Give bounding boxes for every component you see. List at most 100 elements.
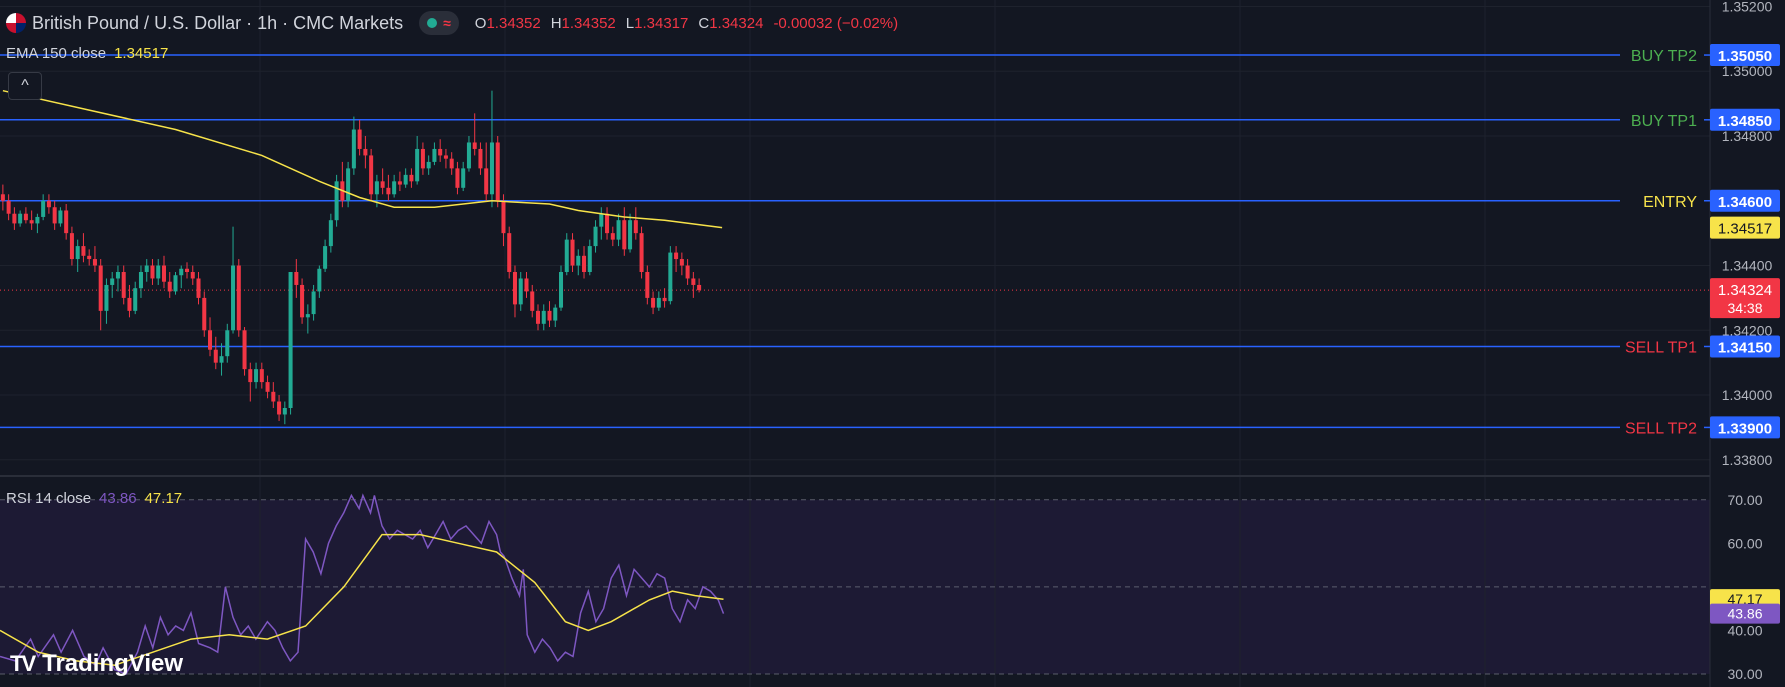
candle-body bbox=[438, 148, 443, 156]
level-label: ENTRY bbox=[1643, 194, 1697, 211]
trade-levels: BUY TP2 BUY TP1 ENTRY SELL TP1 SELL TP2 bbox=[0, 48, 1710, 437]
candle-body bbox=[208, 330, 213, 350]
candle-body bbox=[685, 265, 690, 279]
candle-body bbox=[282, 408, 287, 415]
price-tick-label: 1.34200 bbox=[1722, 322, 1773, 338]
candle-body bbox=[242, 330, 247, 370]
ohlc-open: O1.34352 bbox=[474, 14, 541, 32]
price-change: -0.00032 (−0.02%) bbox=[773, 14, 899, 32]
candle-body bbox=[605, 213, 610, 234]
level-value-tag bbox=[1710, 108, 1780, 131]
price-tick-label: 1.33800 bbox=[1722, 452, 1773, 468]
candle-body bbox=[305, 314, 310, 318]
candle-body bbox=[277, 401, 282, 415]
rsi-ma-legend-value: 47.17 bbox=[144, 490, 183, 507]
candle-body bbox=[455, 168, 460, 188]
flag-icon bbox=[6, 13, 26, 33]
candle-body bbox=[697, 284, 702, 291]
candle-body bbox=[46, 200, 51, 208]
current-price-text: 1.34324 bbox=[1718, 282, 1772, 299]
candlesticks bbox=[0, 90, 702, 425]
candle-body bbox=[334, 181, 339, 221]
rsi-tick-label: 30.00 bbox=[1727, 666, 1762, 682]
candle-body bbox=[645, 272, 650, 298]
candle-body bbox=[593, 226, 598, 247]
candle-body bbox=[236, 265, 241, 331]
candle-body bbox=[248, 369, 253, 383]
candle-body bbox=[662, 297, 667, 302]
tradingview-logo-text: TradingView bbox=[42, 650, 184, 677]
level-value-tag bbox=[1710, 189, 1780, 212]
level-value-tag bbox=[1710, 335, 1780, 358]
bar-countdown-text: 34:38 bbox=[1727, 300, 1762, 316]
level-value-text: 1.34850 bbox=[1718, 113, 1772, 130]
candle-body bbox=[397, 181, 402, 185]
ema-legend-value: 1.34517 bbox=[114, 45, 169, 62]
ohlc-close: C1.34324 bbox=[698, 14, 764, 32]
candle-body bbox=[351, 129, 356, 169]
ema-legend[interactable]: EMA 150 close 1.34517 bbox=[6, 45, 168, 62]
rsi-tick-label: 40.00 bbox=[1727, 622, 1762, 638]
current-price-tag bbox=[1710, 278, 1780, 319]
ohlc-values: O1.34352 H1.34352 L1.34317 C1.34324 -0.0… bbox=[475, 15, 898, 32]
candle-body bbox=[518, 278, 523, 305]
candle-body bbox=[472, 142, 477, 149]
candle-body bbox=[656, 297, 661, 308]
candle-body bbox=[0, 194, 5, 201]
candle-body bbox=[138, 272, 143, 289]
price-tick-label: 1.35200 bbox=[1722, 0, 1773, 14]
candle-body bbox=[225, 330, 230, 357]
ohlc-low: L1.34317 bbox=[625, 14, 689, 32]
candle-body bbox=[668, 252, 673, 302]
market-open-dot-icon bbox=[427, 18, 438, 28]
candle-body bbox=[461, 168, 466, 188]
rsi-tick-label: 70.00 bbox=[1727, 492, 1762, 508]
candle-body bbox=[449, 158, 454, 169]
candle-body bbox=[104, 284, 109, 311]
rsi-legend[interactable]: RSI 14 close 43.86 47.17 bbox=[6, 490, 182, 507]
candle-body bbox=[294, 272, 299, 285]
candle-body bbox=[530, 291, 535, 311]
candle-body bbox=[443, 155, 448, 159]
candle-body bbox=[478, 148, 483, 169]
candle-body bbox=[495, 142, 500, 201]
candle-body bbox=[628, 220, 633, 250]
candle-body bbox=[213, 349, 218, 363]
candle-body bbox=[231, 265, 236, 331]
candle-body bbox=[484, 168, 489, 195]
candle-body bbox=[639, 233, 644, 272]
candle-body bbox=[127, 297, 132, 311]
candle-body bbox=[346, 168, 351, 201]
candle-body bbox=[98, 265, 103, 311]
level-label: SELL TP2 bbox=[1625, 420, 1697, 437]
candle-body bbox=[254, 369, 259, 383]
market-status[interactable]: ≈ bbox=[419, 11, 459, 35]
candle-body bbox=[489, 142, 494, 195]
symbol-title[interactable]: British Pound / U.S. Dollar · 1h · CMC M… bbox=[32, 12, 404, 33]
ema-value-tag bbox=[1710, 216, 1780, 239]
collapse-legend-button[interactable]: ^ bbox=[8, 72, 42, 100]
level-label: SELL TP1 bbox=[1625, 339, 1697, 356]
candle-body bbox=[300, 284, 305, 318]
candle-body bbox=[415, 148, 420, 182]
candle-body bbox=[328, 220, 333, 247]
candle-body bbox=[576, 255, 581, 266]
candle-body bbox=[156, 265, 161, 279]
candle-body bbox=[616, 220, 621, 240]
tradingview-logo[interactable]: TV TradingView bbox=[10, 650, 183, 678]
candle-body bbox=[553, 307, 558, 321]
candle-body bbox=[259, 369, 264, 383]
rsi-legend-value: 43.86 bbox=[99, 490, 137, 507]
candle-body bbox=[121, 272, 126, 298]
candle-body bbox=[466, 142, 471, 169]
data-status-icon: ≈ bbox=[443, 15, 451, 31]
candle-body bbox=[610, 233, 615, 240]
price-axis[interactable]: 1.35200 1.35000 1.34800 1.34400 1.34200 1.340… bbox=[1722, 0, 1773, 682]
candle-body bbox=[12, 213, 17, 224]
candle-body bbox=[87, 255, 92, 260]
ema-value-text: 1.34517 bbox=[1718, 221, 1772, 238]
ema-150-line bbox=[2, 89, 723, 229]
candle-body bbox=[161, 265, 167, 282]
rsi-value-tag bbox=[1710, 603, 1780, 624]
